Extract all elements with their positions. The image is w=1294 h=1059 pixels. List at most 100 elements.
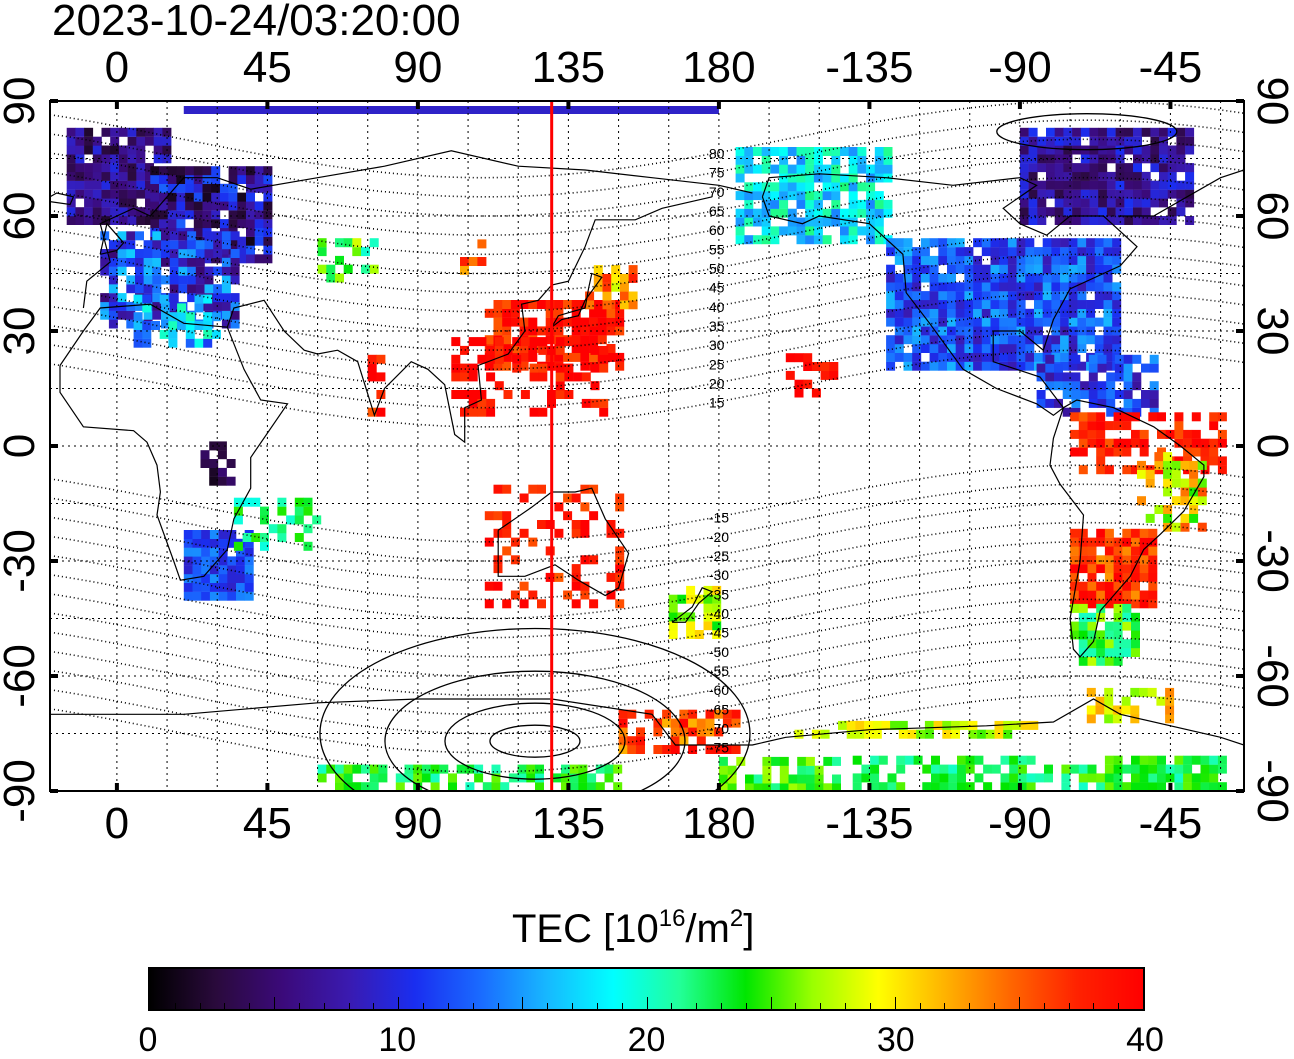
tec-cell bbox=[615, 502, 625, 512]
tec-cell bbox=[744, 191, 754, 201]
tec-cell bbox=[1103, 361, 1113, 371]
tec-cell bbox=[126, 275, 136, 285]
tec-cell bbox=[855, 720, 865, 730]
tec-cell bbox=[1141, 216, 1151, 225]
tec-cell bbox=[718, 774, 728, 784]
tec-cell bbox=[1174, 764, 1184, 774]
tec-cell bbox=[912, 326, 922, 336]
tec-cell bbox=[517, 773, 527, 783]
tec-cell bbox=[981, 308, 991, 318]
tec-cell bbox=[886, 282, 896, 292]
colorbar-minor-tick bbox=[671, 1003, 673, 1009]
tec-cell bbox=[974, 791, 983, 800]
tec-cell bbox=[718, 783, 728, 791]
tec-cell bbox=[343, 782, 353, 791]
tec-cell bbox=[1122, 421, 1132, 431]
tec-cell bbox=[1077, 317, 1087, 327]
tec-cell bbox=[787, 226, 797, 236]
tec-cell bbox=[376, 354, 386, 364]
tec-cell bbox=[981, 361, 991, 371]
tec-cell bbox=[990, 247, 1000, 257]
tec-cell bbox=[589, 484, 599, 494]
tec-cell bbox=[152, 293, 162, 303]
tec-cell bbox=[1095, 705, 1105, 715]
tec-cell bbox=[1042, 255, 1052, 265]
tec-cell bbox=[1191, 773, 1201, 783]
tec-cell bbox=[1139, 528, 1149, 538]
tec-cell bbox=[964, 282, 974, 292]
tec-cell bbox=[263, 254, 273, 264]
tec-cell bbox=[167, 192, 177, 202]
tec-cell bbox=[209, 538, 219, 548]
tec-cell bbox=[233, 541, 243, 551]
tec-cell bbox=[947, 247, 956, 257]
tec-cell bbox=[246, 192, 255, 202]
tec-cell bbox=[92, 198, 102, 208]
tec-cell bbox=[1042, 264, 1052, 274]
tec-cell bbox=[1148, 537, 1158, 547]
tec-cell bbox=[1115, 154, 1125, 164]
tec-cell bbox=[1148, 755, 1158, 765]
tec-cell bbox=[1071, 390, 1081, 399]
tec-cell bbox=[920, 361, 930, 371]
tec-cell bbox=[929, 335, 939, 345]
tec-cell bbox=[779, 756, 789, 766]
tec-cell bbox=[903, 255, 913, 265]
tec-cell bbox=[195, 284, 205, 294]
tec-cell bbox=[735, 173, 745, 183]
tec-cell bbox=[75, 171, 85, 181]
tec-cell bbox=[317, 264, 327, 274]
tec-cell bbox=[251, 533, 261, 542]
tec-cell bbox=[211, 183, 221, 193]
tec-cell bbox=[538, 337, 548, 347]
coastline bbox=[59, 303, 289, 581]
tec-cell bbox=[1171, 478, 1181, 488]
tec-cell bbox=[1016, 282, 1026, 292]
tec-cell bbox=[1171, 522, 1181, 532]
tec-cell bbox=[569, 764, 579, 774]
colorbar-minor-tick bbox=[1118, 1003, 1120, 1009]
tec-cell bbox=[246, 201, 255, 211]
tec-cell bbox=[1167, 180, 1177, 190]
tec-cell bbox=[1094, 273, 1104, 283]
tec-cell bbox=[555, 337, 565, 347]
tec-cell bbox=[942, 720, 952, 730]
tec-cell bbox=[846, 729, 856, 739]
tec-cell bbox=[1185, 163, 1195, 173]
tec-cell bbox=[1106, 390, 1116, 399]
tec-cell bbox=[1165, 687, 1175, 697]
tec-cell bbox=[1131, 412, 1140, 422]
tick-bottom-label: -135 bbox=[825, 799, 914, 848]
tec-cell bbox=[874, 208, 884, 218]
tec-cell bbox=[820, 370, 830, 380]
tec-cell bbox=[890, 720, 900, 730]
tec-cell bbox=[797, 765, 807, 775]
tec-cell bbox=[1044, 764, 1053, 774]
tec-cell bbox=[973, 238, 983, 248]
tec-cell bbox=[898, 729, 908, 739]
tec-cell bbox=[468, 390, 478, 399]
tec-cell bbox=[187, 240, 197, 250]
tec-cell bbox=[745, 783, 754, 791]
tec-cell bbox=[947, 273, 956, 283]
tec-cell bbox=[1089, 127, 1099, 137]
tec-cell bbox=[145, 171, 154, 181]
tec-cell bbox=[1114, 363, 1124, 373]
tec-cell bbox=[1124, 171, 1134, 181]
tec-cell bbox=[227, 591, 237, 601]
tec-cell bbox=[361, 782, 370, 791]
tec-cell bbox=[1098, 171, 1108, 181]
tec-cell bbox=[779, 164, 789, 174]
tec-cell bbox=[1087, 572, 1097, 582]
tec-cell bbox=[451, 337, 461, 347]
tec-cell bbox=[1016, 255, 1026, 265]
tec-cell bbox=[135, 266, 144, 276]
tec-cell bbox=[1104, 687, 1114, 697]
tec-cell bbox=[796, 155, 806, 165]
tec-cell bbox=[217, 441, 227, 451]
tec-cell bbox=[597, 335, 607, 345]
tec-cell bbox=[430, 782, 440, 791]
tec-cell bbox=[218, 556, 228, 566]
tec-cell bbox=[1026, 755, 1036, 765]
tec-cell bbox=[1185, 216, 1195, 225]
